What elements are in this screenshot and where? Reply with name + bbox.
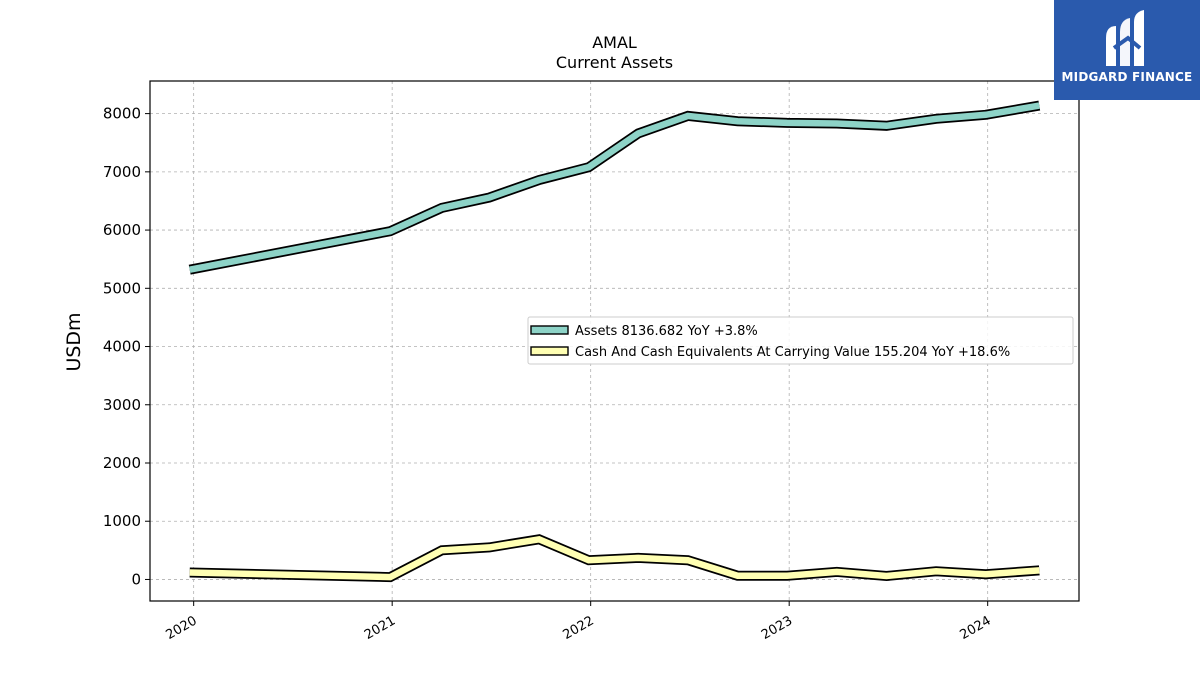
y-axis-label: USDm	[63, 312, 85, 371]
x-tick-label: 2024	[958, 613, 994, 643]
y-tick-label: 0	[131, 570, 141, 588]
x-axis: 2020 2021 2022 2023 2024	[164, 601, 994, 643]
series-line-1	[189, 535, 1040, 581]
legend-swatch-0	[530, 325, 569, 335]
legend: Assets 8136.682 YoY +3.8% Cash And Cash E…	[527, 316, 1074, 365]
y-tick-label: 2000	[103, 454, 141, 472]
chart-subtitle: Current Assets	[556, 53, 673, 72]
x-tick-label: 2023	[759, 613, 795, 643]
logo-text: MIDGARD FINANCE	[1061, 70, 1193, 84]
legend-entry-1: Cash And Cash Equivalents At Carrying Va…	[575, 345, 1010, 360]
x-tick-label: 2020	[164, 613, 200, 643]
midgard-finance-logo: MIDGARD FINANCE	[1054, 0, 1200, 100]
y-tick-label: 8000	[103, 105, 141, 123]
y-tick-label: 5000	[103, 279, 141, 297]
series-line-0	[189, 102, 1040, 273]
legend-box	[527, 316, 1074, 365]
series-layer	[188, 100, 1041, 583]
y-tick-label: 3000	[103, 396, 141, 414]
y-tick-label: 7000	[103, 163, 141, 181]
y-tick-label: 4000	[103, 338, 141, 356]
chart-title: AMAL	[592, 33, 637, 52]
y-axis: 0 1000 2000 3000 4000 5000 6000 7000 8000	[103, 105, 150, 588]
y-tick-label: 1000	[103, 512, 141, 530]
legend-swatch-1	[530, 346, 569, 356]
x-tick-label: 2021	[362, 613, 398, 643]
plot-area-frame	[149, 80, 1080, 602]
x-tick-label: 2022	[561, 613, 597, 643]
y-tick-label: 6000	[103, 221, 141, 239]
legend-entry-0: Assets 8136.682 YoY +3.8%	[575, 324, 758, 339]
logo-mark-icon	[1106, 10, 1144, 66]
